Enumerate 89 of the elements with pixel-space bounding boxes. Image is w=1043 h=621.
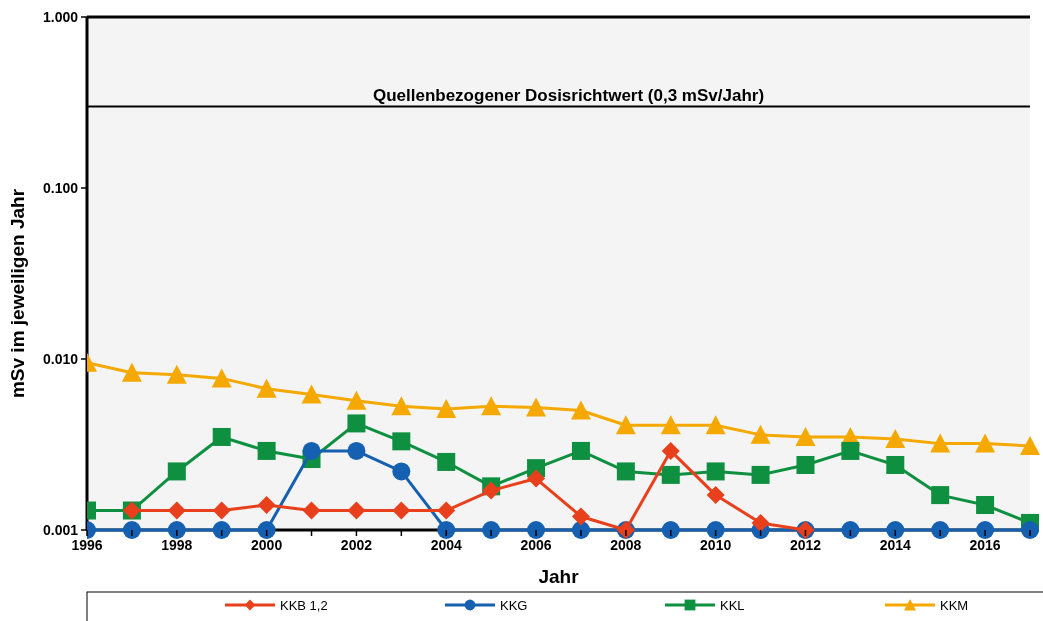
point [751,513,770,532]
point [930,433,951,453]
point [391,396,412,416]
x-tick-label: 2006 [520,537,552,553]
x-tick-label: 2004 [430,537,463,553]
point [976,521,995,539]
point [436,399,457,419]
point [167,521,186,539]
point [526,397,547,417]
y-axis-title: mSv im jeweiligen Jahr [7,188,28,399]
point [392,432,411,451]
point [975,433,996,453]
point [1020,435,1040,455]
point [885,429,906,449]
point [841,441,860,460]
point [346,390,367,410]
point [167,501,186,520]
point [570,400,591,420]
point [660,415,681,435]
point [437,452,456,471]
point [571,521,590,539]
legend-label: KKM [940,598,969,613]
point [661,441,680,460]
point [796,455,815,474]
point [437,501,456,520]
point [976,496,995,515]
x-tick-label: 2014 [879,537,912,553]
point [257,441,276,460]
legend-label: KKG [500,598,528,613]
point [706,486,725,505]
point [481,396,502,416]
point [482,521,501,539]
x-tick-label: 2000 [251,537,283,553]
point [706,521,725,539]
point [212,521,231,539]
point [301,384,322,404]
x-tick-label: 2002 [340,537,373,553]
point [1021,521,1039,539]
x-axis-title: Jahr [538,566,580,587]
point [122,521,141,539]
y-tick-label: 0.100 [42,180,79,196]
x-tick-label: 2012 [789,537,822,553]
point [302,441,321,460]
point [482,481,501,500]
point [841,521,860,539]
point [167,462,186,481]
y-tick-label: 1.000 [42,9,79,25]
point [571,507,590,526]
y-tick-label: 0.010 [42,351,79,367]
y-tick-label: 0.001 [42,522,79,538]
point [527,469,546,488]
point [886,455,905,474]
point [392,462,411,481]
point [212,501,231,520]
point [347,441,366,460]
legend-label: KKL [720,598,745,613]
point [615,415,636,435]
x-tick-label: 1998 [161,537,193,553]
point [392,501,411,520]
point [795,426,816,446]
point [166,364,187,384]
point [750,424,771,444]
legend-label: KKB 1,2 [280,598,328,613]
x-tick-label: 2016 [969,537,1001,553]
point [661,521,680,539]
point [347,501,366,520]
point [751,465,770,484]
x-tick-label: 2010 [700,537,732,553]
ref-line-label: Quellenbezogener Dosisrichtwert (0,3 mSv/Jahr) [372,86,765,106]
point [527,521,546,539]
point [257,496,276,515]
point [571,441,590,460]
point [661,465,680,484]
point [931,521,950,539]
point [257,521,276,539]
x-tick-label: 1996 [71,537,103,553]
point [347,414,366,433]
point [211,368,232,388]
point [302,501,321,520]
point [886,521,905,539]
x-tick-label: 2008 [610,537,642,553]
point [705,415,726,435]
point [437,521,456,539]
point [256,378,277,398]
point [931,486,950,505]
point [706,462,725,481]
point [616,462,635,481]
point [121,362,142,382]
point [212,427,231,446]
